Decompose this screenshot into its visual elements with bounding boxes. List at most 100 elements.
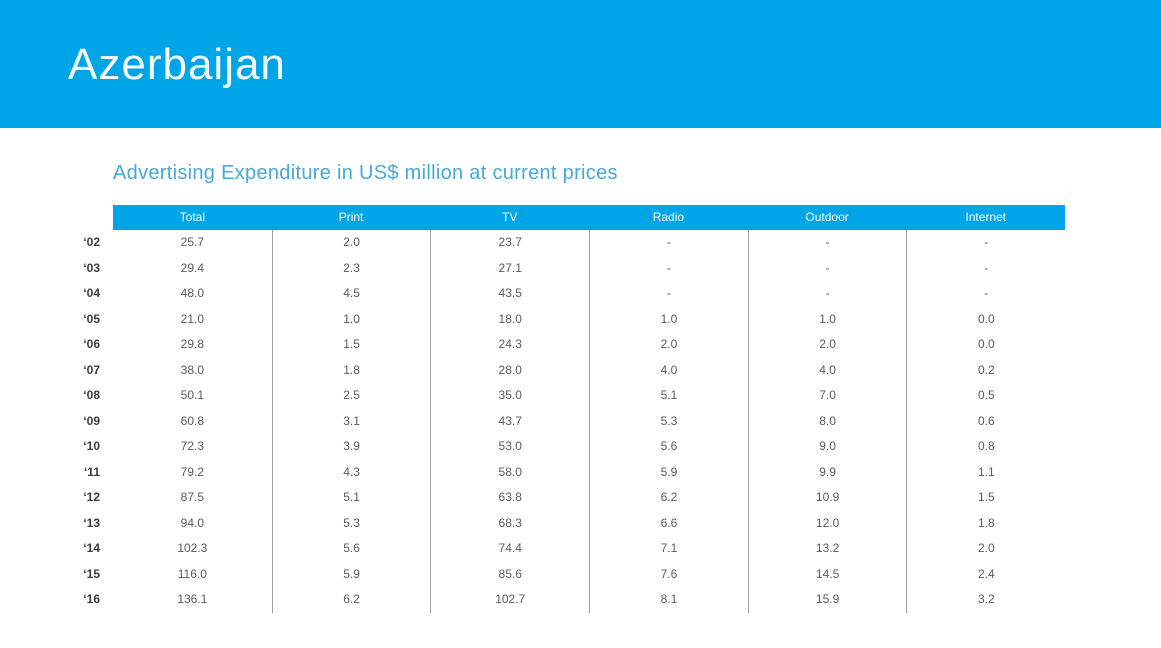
row-year-label: ‘05 — [83, 311, 100, 326]
page-title: Azerbaijan — [68, 40, 286, 89]
row-year-label: ‘16 — [83, 592, 100, 606]
table-cell: 4.5 — [271, 281, 431, 307]
table-cell: - — [589, 281, 748, 307]
slide-header-banner: Azerbaijan — [0, 0, 1161, 128]
table-cell: 8.1 — [589, 587, 748, 613]
table-cell: 53.0 — [430, 434, 589, 460]
table-cell: 29.8 — [180, 337, 205, 351]
table-cell: 7.1 — [589, 536, 748, 562]
table-cell: 3.9 — [271, 434, 431, 460]
table-cell: 63.8 — [430, 485, 589, 511]
table-cell: 116.0 — [177, 566, 207, 581]
row-year-label: ‘11 — [83, 464, 100, 479]
table-cell: 1.5 — [271, 332, 431, 358]
table-cell: 5.1 — [589, 383, 748, 409]
row-year-label: ‘06 — [83, 337, 100, 351]
table-cell: 48.0 — [180, 286, 205, 300]
table-cell: 2.5 — [271, 383, 431, 409]
table-cell: 0.6 — [906, 408, 1065, 434]
table-cell: 24.3 — [430, 332, 589, 358]
table-cell: 2.0 — [271, 230, 431, 256]
table-cell: 74.4 — [430, 536, 589, 562]
table-cell: 6.2 — [589, 485, 748, 511]
table-cell: 2.3 — [271, 255, 431, 281]
table-cell: 102.7 — [430, 587, 589, 613]
table-cell: 29.4 — [180, 260, 205, 275]
table-cell: 21.0 — [180, 311, 205, 326]
table-cell: 1.0 — [589, 306, 748, 332]
table-cell: 58.0 — [430, 459, 589, 485]
column-header-total: Total — [113, 205, 272, 230]
table-cell: 43.7 — [430, 408, 589, 434]
table-cell: 0.2 — [906, 357, 1065, 383]
table-cell: - — [906, 255, 1065, 281]
table-cell: 1.5 — [906, 485, 1065, 511]
table-cell: 5.3 — [589, 408, 748, 434]
table-cell: 13.2 — [747, 536, 907, 562]
table-cell: 1.0 — [747, 306, 907, 332]
row-year-label: ‘15 — [83, 566, 100, 581]
column-header-outdoor: Outdoor — [747, 205, 907, 230]
table-cell: - — [589, 255, 748, 281]
table-cell: - — [747, 281, 907, 307]
row-year-label: ‘09 — [83, 413, 100, 428]
table-cell: 85.6 — [430, 561, 589, 587]
table-cell: 2.0 — [747, 332, 907, 358]
table-cell: 12.0 — [747, 510, 907, 536]
expenditure-table: Total Print TV Radio Outdoor Internet ‘02 25.7 2… — [0, 205, 1066, 613]
table-cell: 87.5 — [180, 490, 205, 504]
table-cell: - — [906, 281, 1065, 307]
table-cell: 79.2 — [180, 464, 205, 479]
row-year-label: ‘07 — [83, 362, 100, 377]
table-cell: 9.0 — [747, 434, 907, 460]
table-cell: 3.2 — [906, 587, 1065, 613]
table-cell: 7.6 — [589, 561, 748, 587]
column-header-radio: Radio — [589, 205, 748, 230]
table-cell: 4.0 — [589, 357, 748, 383]
row-year-label: ‘14 — [83, 541, 100, 555]
table-cell: 4.0 — [747, 357, 907, 383]
table-cell: 25.7 — [180, 235, 205, 249]
table-cell: 0.0 — [906, 332, 1065, 358]
table-cell: 94.0 — [180, 515, 205, 530]
table-cell: - — [589, 230, 748, 256]
table-cell: 136.1 — [177, 592, 208, 606]
table-cell: 7.0 — [747, 383, 907, 409]
table-cell: 1.8 — [906, 510, 1065, 536]
table-cell: 1.1 — [906, 459, 1065, 485]
table-cell: 2.0 — [906, 536, 1065, 562]
table-cell: - — [747, 255, 907, 281]
table-cell: 8.0 — [747, 408, 907, 434]
table-cell: 0.8 — [906, 434, 1065, 460]
table-cell: 38.0 — [180, 362, 205, 377]
table-cell: 15.9 — [747, 587, 907, 613]
table-cell: 1.0 — [271, 306, 431, 332]
table-cell: 43.5 — [430, 281, 589, 307]
table-cell: 14.5 — [747, 561, 907, 587]
row-year-label: ‘10 — [83, 439, 100, 453]
table-cell: 1.8 — [271, 357, 431, 383]
table-cell: - — [906, 230, 1065, 256]
table-cell: 35.0 — [430, 383, 589, 409]
row-year-label: ‘12 — [83, 490, 100, 504]
table-cell: 102.3 — [177, 541, 208, 555]
row-year-label: ‘03 — [83, 260, 100, 275]
table-cell: 5.6 — [589, 434, 748, 460]
table-cell: 5.9 — [271, 561, 431, 587]
column-header-tv: TV — [430, 205, 590, 230]
table-cell: 9.9 — [747, 459, 907, 485]
column-header-internet: Internet — [906, 205, 1066, 230]
table-cell: 28.0 — [430, 357, 589, 383]
table-cell: 5.6 — [271, 536, 431, 562]
table-cell: - — [747, 230, 907, 256]
table-cell: 3.1 — [271, 408, 431, 434]
table-cell: 5.3 — [271, 510, 431, 536]
table-cell: 0.0 — [906, 306, 1065, 332]
table-corner-spacer — [0, 205, 113, 230]
table-cell: 60.8 — [180, 413, 205, 428]
table-cell: 50.1 — [180, 388, 205, 402]
table-cell: 5.9 — [589, 459, 748, 485]
table-cell: 6.6 — [589, 510, 748, 536]
table-subtitle: Advertising Expenditure in US$ million a… — [113, 162, 618, 184]
